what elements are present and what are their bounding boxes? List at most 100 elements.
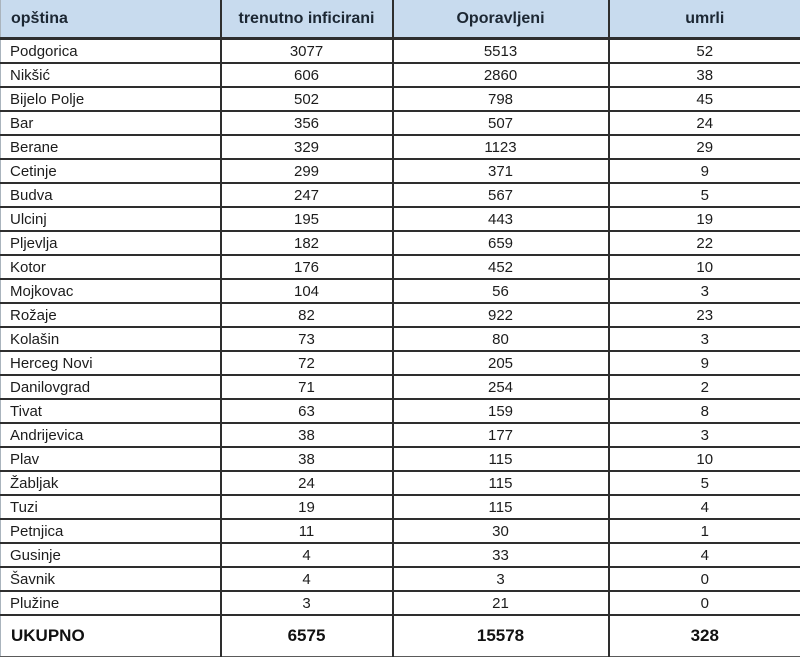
- deaths-value-cell: 45: [607, 86, 800, 112]
- infected-value-cell: 38: [219, 422, 394, 448]
- infected-value-cell: 4: [219, 542, 394, 568]
- municipality-name-cell: Cetinje: [0, 158, 222, 184]
- deaths-value-cell: 2: [607, 374, 800, 400]
- table-row: Rožaje 82 922 23: [0, 302, 800, 328]
- infected-value-cell: 19: [219, 494, 394, 520]
- infected-value-cell: 72: [219, 350, 394, 376]
- column-header-opstina: opština: [0, 0, 222, 40]
- table-row: Pljevlja 182 659 22: [0, 230, 800, 256]
- infected-value-cell: 329: [219, 134, 394, 160]
- recovered-value-cell: 2860: [391, 62, 610, 88]
- infected-value-cell: 24: [219, 470, 394, 496]
- recovered-value-cell: 659: [391, 230, 610, 256]
- table-row: Kotor 176 452 10: [0, 254, 800, 280]
- table-row: Nikšić 606 2860 38: [0, 62, 800, 88]
- deaths-value-cell: 22: [607, 230, 800, 256]
- deaths-value-cell: 0: [607, 566, 800, 592]
- recovered-value-cell: 371: [391, 158, 610, 184]
- municipality-name-cell: Žabljak: [0, 470, 222, 496]
- header-row: opština trenutno inficirani Oporavljeni …: [0, 0, 800, 40]
- infected-value-cell: 356: [219, 110, 394, 136]
- municipality-name-cell: Petnjica: [0, 518, 222, 544]
- municipality-name-cell: Kotor: [0, 254, 222, 280]
- recovered-value-cell: 254: [391, 374, 610, 400]
- infected-value-cell: 176: [219, 254, 394, 280]
- infected-value-cell: 247: [219, 182, 394, 208]
- recovered-value-cell: 80: [391, 326, 610, 352]
- recovered-value-cell: 922: [391, 302, 610, 328]
- municipality-name-cell: Andrijevica: [0, 422, 222, 448]
- recovered-value-cell: 177: [391, 422, 610, 448]
- infected-value-cell: 195: [219, 206, 394, 232]
- recovered-value-cell: 443: [391, 206, 610, 232]
- deaths-value-cell: 1: [607, 518, 800, 544]
- totals-infected-value: 6575: [219, 614, 394, 657]
- recovered-value-cell: 21: [391, 590, 610, 616]
- municipality-name-cell: Budva: [0, 182, 222, 208]
- totals-label: UKUPNO: [0, 614, 222, 657]
- recovered-value-cell: 205: [391, 350, 610, 376]
- infected-value-cell: 11: [219, 518, 394, 544]
- deaths-value-cell: 10: [607, 254, 800, 280]
- infected-value-cell: 63: [219, 398, 394, 424]
- municipality-name-cell: Tivat: [0, 398, 222, 424]
- recovered-value-cell: 5513: [391, 37, 610, 64]
- infected-value-cell: 502: [219, 86, 394, 112]
- table-row: Petnjica 11 30 1: [0, 518, 800, 544]
- infected-value-cell: 38: [219, 446, 394, 472]
- table-row: Budva 247 567 5: [0, 182, 800, 208]
- table-row: Bar 356 507 24: [0, 110, 800, 136]
- table-row: Danilovgrad 71 254 2: [0, 374, 800, 400]
- municipality-name-cell: Bar: [0, 110, 222, 136]
- deaths-value-cell: 38: [607, 62, 800, 88]
- table-row: Plav 38 115 10: [0, 446, 800, 472]
- infected-value-cell: 82: [219, 302, 394, 328]
- column-header-trenutno-inficirani: trenutno inficirani: [219, 0, 394, 40]
- municipality-name-cell: Rožaje: [0, 302, 222, 328]
- recovered-value-cell: 507: [391, 110, 610, 136]
- table-footer: UKUPNO 6575 15578 328: [0, 614, 800, 657]
- recovered-value-cell: 567: [391, 182, 610, 208]
- table-row: Herceg Novi 72 205 9: [0, 350, 800, 376]
- infected-value-cell: 3: [219, 590, 394, 616]
- infected-value-cell: 606: [219, 62, 394, 88]
- column-header-umrli: umrli: [607, 0, 800, 40]
- table-row: Plužine 3 21 0: [0, 590, 800, 616]
- recovered-value-cell: 452: [391, 254, 610, 280]
- infected-value-cell: 104: [219, 278, 394, 304]
- deaths-value-cell: 3: [607, 422, 800, 448]
- table-row: Podgorica 3077 5513 52: [0, 37, 800, 64]
- table-row: Berane 329 1123 29: [0, 134, 800, 160]
- table-row: Bijelo Polje 502 798 45: [0, 86, 800, 112]
- column-header-oporavljeni: Oporavljeni: [391, 0, 610, 40]
- recovered-value-cell: 30: [391, 518, 610, 544]
- table-row: Kolašin 73 80 3: [0, 326, 800, 352]
- deaths-value-cell: 52: [607, 37, 800, 64]
- municipality-name-cell: Gusinje: [0, 542, 222, 568]
- municipality-name-cell: Tuzi: [0, 494, 222, 520]
- municipality-name-cell: Pljevlja: [0, 230, 222, 256]
- table-row: Gusinje 4 33 4: [0, 542, 800, 568]
- table-row: Mojkovac 104 56 3: [0, 278, 800, 304]
- recovered-value-cell: 115: [391, 470, 610, 496]
- recovered-value-cell: 159: [391, 398, 610, 424]
- infected-value-cell: 71: [219, 374, 394, 400]
- municipality-name-cell: Mojkovac: [0, 278, 222, 304]
- table-body: Podgorica 3077 5513 52 Nikšić 606 2860 3…: [0, 37, 800, 616]
- municipality-name-cell: Plav: [0, 446, 222, 472]
- table-row: Žabljak 24 115 5: [0, 470, 800, 496]
- table-row: Šavnik 4 3 0: [0, 566, 800, 592]
- deaths-value-cell: 5: [607, 182, 800, 208]
- deaths-value-cell: 4: [607, 494, 800, 520]
- recovered-value-cell: 798: [391, 86, 610, 112]
- municipality-name-cell: Bijelo Polje: [0, 86, 222, 112]
- deaths-value-cell: 0: [607, 590, 800, 616]
- deaths-value-cell: 8: [607, 398, 800, 424]
- table-row: Andrijevica 38 177 3: [0, 422, 800, 448]
- table-row: Tuzi 19 115 4: [0, 494, 800, 520]
- recovered-value-cell: 56: [391, 278, 610, 304]
- deaths-value-cell: 3: [607, 278, 800, 304]
- municipality-name-cell: Danilovgrad: [0, 374, 222, 400]
- deaths-value-cell: 9: [607, 350, 800, 376]
- municipality-name-cell: Plužine: [0, 590, 222, 616]
